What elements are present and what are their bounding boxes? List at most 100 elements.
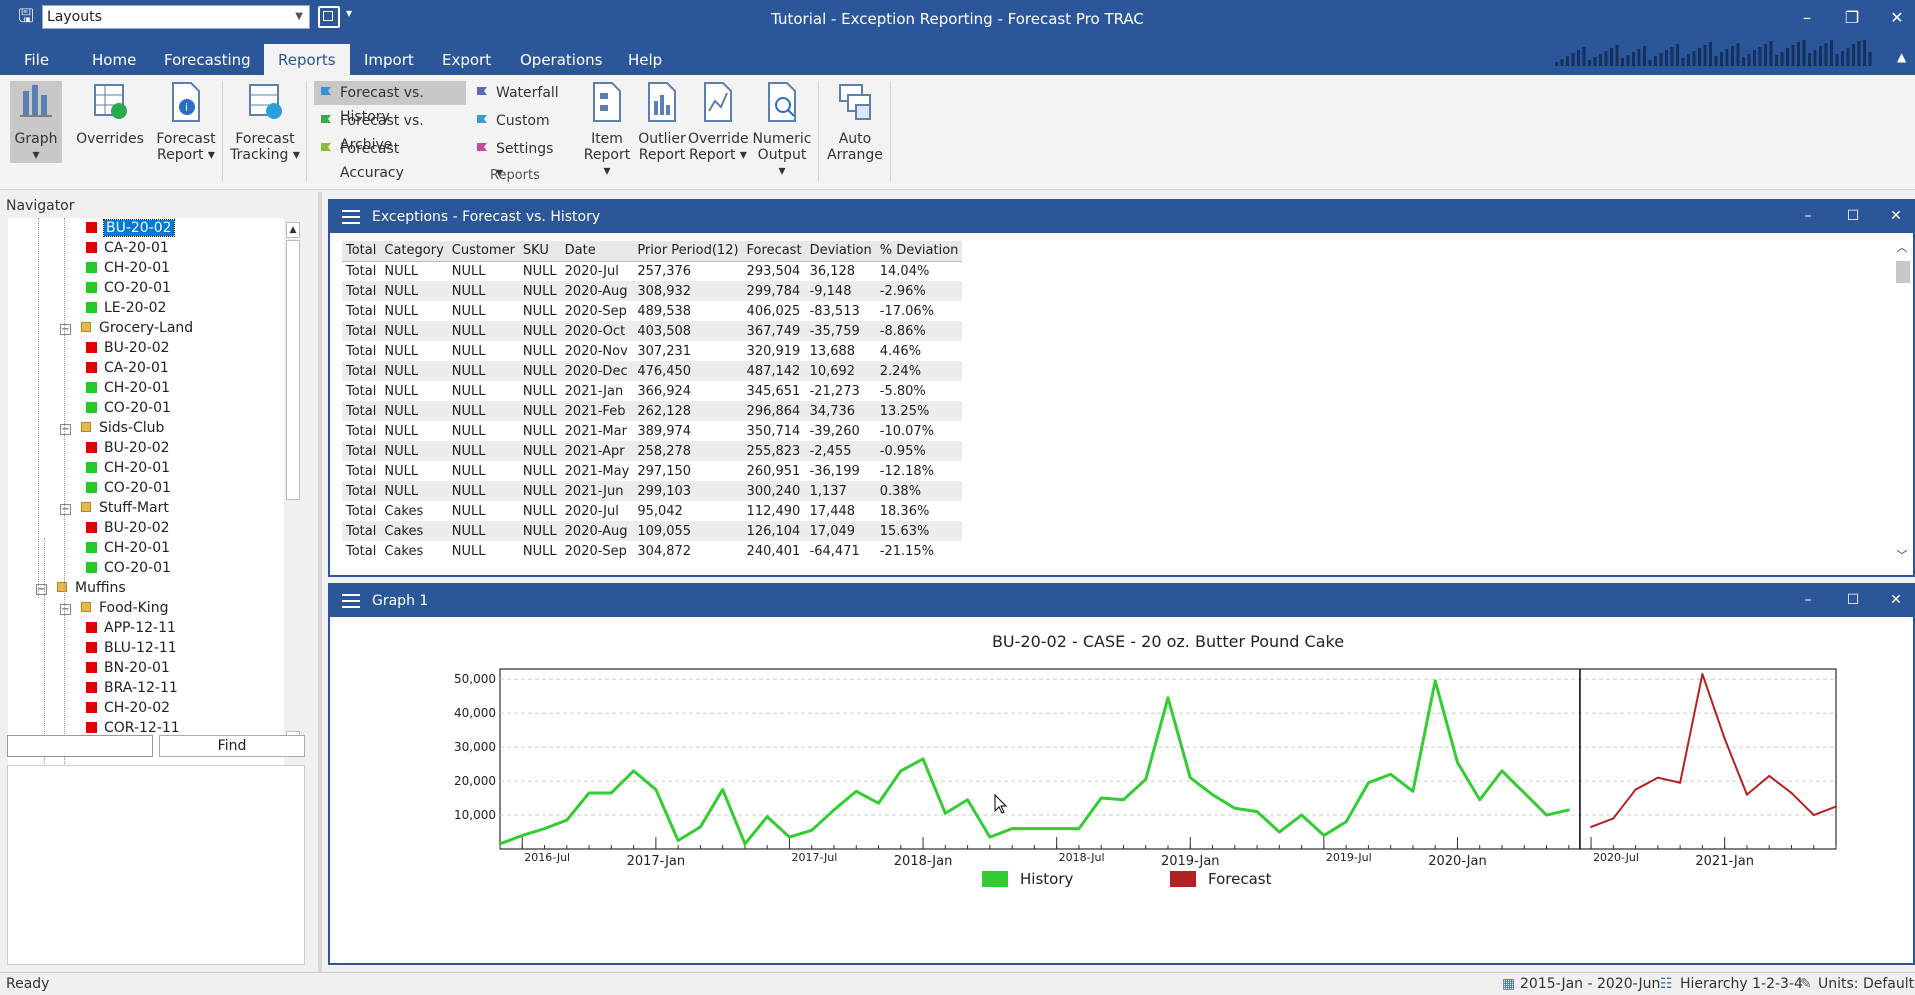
scroll-thumb[interactable] xyxy=(1896,261,1910,283)
scroll-thumb[interactable] xyxy=(286,240,300,500)
forecast-accuracy-button[interactable]: Forecast Accuracy xyxy=(314,137,466,181)
table-row[interactable]: Total Cakes NULL NULL 2020-Aug 109,055 126,104… xyxy=(342,521,963,541)
layouts-dropdown[interactable]: Layouts ▼ xyxy=(42,5,310,29)
quick-access-more-icon[interactable]: ▾ xyxy=(346,6,353,20)
overrides-button[interactable]: Overrides xyxy=(74,81,146,147)
table-row[interactable]: Total NULL NULL NULL 2020-Sep 489,538 406,025-… xyxy=(342,301,962,321)
panel-maximize-button[interactable]: ☐ xyxy=(1846,592,1860,608)
exceptions-scrollbar[interactable]: ︿ ﹀ xyxy=(1893,241,1911,565)
table-row[interactable]: Total NULL NULL NULL 2021-Jun 299,103 300,240 1… xyxy=(342,481,963,501)
tree-item[interactable]: CH-20-02 xyxy=(86,698,170,718)
panel-minimize-button[interactable]: – xyxy=(1804,208,1812,224)
forecast-tracking-button[interactable]: Forecast Tracking ▾ xyxy=(228,81,302,163)
tab-help[interactable]: Help xyxy=(628,51,663,69)
tree-folder[interactable]: − Stuff-Mart xyxy=(60,498,169,518)
ribbon-collapse-icon[interactable]: ▲ xyxy=(1897,50,1907,64)
auto-arrange-button[interactable]: Auto Arrange xyxy=(826,81,884,163)
tree-item[interactable]: CA-20-01 xyxy=(86,238,169,258)
tab-file[interactable]: File xyxy=(24,51,50,69)
menu-icon[interactable] xyxy=(342,210,360,224)
settings-button[interactable]: Settings ▾ xyxy=(470,137,562,181)
tree-folder[interactable]: − Grocery-Land xyxy=(60,318,193,338)
column-header[interactable]: Deviation xyxy=(805,241,876,262)
custom-button[interactable]: Custom xyxy=(470,109,562,133)
tree-item[interactable]: CO-20-01 xyxy=(86,278,171,298)
status-units[interactable]: Units: Default xyxy=(1818,976,1915,992)
column-header[interactable]: Forecast xyxy=(742,241,806,262)
tree-item[interactable]: CH-20-01 xyxy=(86,538,170,558)
tree-folder[interactable]: − Food-King xyxy=(60,598,168,618)
collapse-icon[interactable]: − xyxy=(60,424,71,435)
column-header[interactable]: SKU xyxy=(518,241,561,262)
override-report-button[interactable]: Override Report ▾ xyxy=(688,81,749,163)
tree-item[interactable]: APP-12-11 xyxy=(86,618,176,638)
table-row[interactable]: Total NULL NULL NULL 2020-Jul 257,376 293,504 3… xyxy=(342,261,962,281)
tree-item[interactable]: BLU-12-11 xyxy=(86,638,177,658)
tree-item[interactable]: CO-20-01 xyxy=(86,558,171,578)
panel-close-button[interactable]: ✕ xyxy=(1890,592,1902,608)
pane-splitter[interactable] xyxy=(318,192,322,972)
tree-folder[interactable]: − Sids-Club xyxy=(60,418,164,438)
collapse-icon[interactable]: − xyxy=(60,504,71,515)
waterfall-button[interactable]: Waterfall xyxy=(470,81,562,105)
status-hierarchy[interactable]: Hierarchy 1-2-3-4 xyxy=(1680,976,1803,992)
tree-item[interactable]: CH-20-01 xyxy=(86,458,170,478)
close-button[interactable]: ✕ xyxy=(1890,8,1904,27)
tree-item[interactable]: BN-20-01 xyxy=(86,658,170,678)
minimize-button[interactable]: – xyxy=(1803,8,1811,27)
tree-item[interactable]: LE-20-02 xyxy=(86,298,166,318)
table-row[interactable]: Total Cakes NULL NULL 2020-Sep 304,872 240,401… xyxy=(342,541,962,561)
menu-icon[interactable] xyxy=(342,594,360,608)
tree-item[interactable]: BU-20-02 xyxy=(86,218,175,238)
column-header[interactable]: Total xyxy=(342,241,381,262)
new-window-icon[interactable] xyxy=(318,6,340,28)
tree-folder[interactable]: − Muffins xyxy=(36,578,126,598)
tree-item[interactable]: BU-20-02 xyxy=(86,438,170,458)
table-row[interactable]: Total NULL NULL NULL 2021-Mar 389,974 350,714-… xyxy=(342,421,962,441)
item-report-button[interactable]: Item Report ▾ xyxy=(582,81,632,179)
column-header[interactable]: Customer xyxy=(447,241,519,262)
tab-export[interactable]: Export xyxy=(442,51,492,69)
scroll-down-icon[interactable]: ﹀ xyxy=(1896,549,1908,562)
tree-item[interactable]: CO-20-01 xyxy=(86,478,171,498)
tab-operations[interactable]: Operations xyxy=(520,51,603,69)
tree-item[interactable]: CH-20-01 xyxy=(86,258,170,278)
table-row[interactable]: Total NULL NULL NULL 2021-May 297,150 260,951-… xyxy=(342,461,962,481)
tree-item[interactable]: BRA-12-11 xyxy=(86,678,178,698)
table-row[interactable]: Total Cakes NULL NULL 2020-Jul 95,042 112,490 1… xyxy=(342,501,962,521)
save-icon[interactable]: 🖫 xyxy=(18,6,34,27)
tab-reports[interactable]: Reports xyxy=(264,44,350,75)
tree-item[interactable]: CO-20-01 xyxy=(86,398,171,418)
table-row[interactable]: Total NULL NULL NULL 2020-Oct 403,508 367,749-… xyxy=(342,321,963,341)
table-row[interactable]: Total NULL NULL NULL 2020-Dec 476,450 487,142 1… xyxy=(342,361,963,381)
table-row[interactable]: Total NULL NULL NULL 2021-Jan 366,924 345,651-… xyxy=(342,381,962,401)
find-input[interactable] xyxy=(7,735,153,757)
numeric-output-button[interactable]: Numeric Output ▾ xyxy=(752,81,812,179)
status-period[interactable]: 2015-Jan - 2020-Jun xyxy=(1520,976,1661,992)
column-header[interactable]: Prior Period(12) xyxy=(633,241,743,262)
collapse-icon[interactable]: − xyxy=(60,324,71,335)
table-row[interactable]: Total NULL NULL NULL 2021-Apr 258,278 255,823-… xyxy=(342,441,963,461)
tree-item[interactable]: BU-20-02 xyxy=(86,518,170,538)
tree-item[interactable]: BU-20-02 xyxy=(86,338,170,358)
table-row[interactable]: Total NULL NULL NULL 2020-Nov 307,231 320,919 1… xyxy=(342,341,962,361)
column-header[interactable]: Category xyxy=(380,241,448,262)
outlier-report-button[interactable]: Outlier Report xyxy=(636,81,688,163)
collapse-icon[interactable]: − xyxy=(60,604,71,615)
forecast-vs-archive-button[interactable]: Forecast vs. Archive xyxy=(314,109,466,153)
tab-forecasting[interactable]: Forecasting xyxy=(164,51,251,69)
panel-close-button[interactable]: ✕ xyxy=(1890,208,1902,224)
tab-home[interactable]: Home xyxy=(92,51,137,69)
forecast-report-button[interactable]: i Forecast Report ▾ xyxy=(152,81,220,163)
column-header[interactable]: Date xyxy=(560,241,634,262)
tree-item[interactable]: CA-20-01 xyxy=(86,358,169,378)
scroll-up-icon[interactable]: ︿ xyxy=(1896,241,1908,254)
table-row[interactable]: Total NULL NULL NULL 2021-Feb 262,128 296,864 3… xyxy=(342,401,963,421)
collapse-icon[interactable]: − xyxy=(36,584,47,595)
restore-button[interactable]: ❐ xyxy=(1844,8,1860,27)
tree-item[interactable]: COR-12-11 xyxy=(86,718,180,738)
graph-button[interactable]: Graph ▾ xyxy=(10,81,62,163)
scroll-up-icon[interactable]: ▲ xyxy=(286,222,300,238)
column-header[interactable]: % Deviation xyxy=(875,241,963,262)
tab-import[interactable]: Import xyxy=(364,51,414,69)
